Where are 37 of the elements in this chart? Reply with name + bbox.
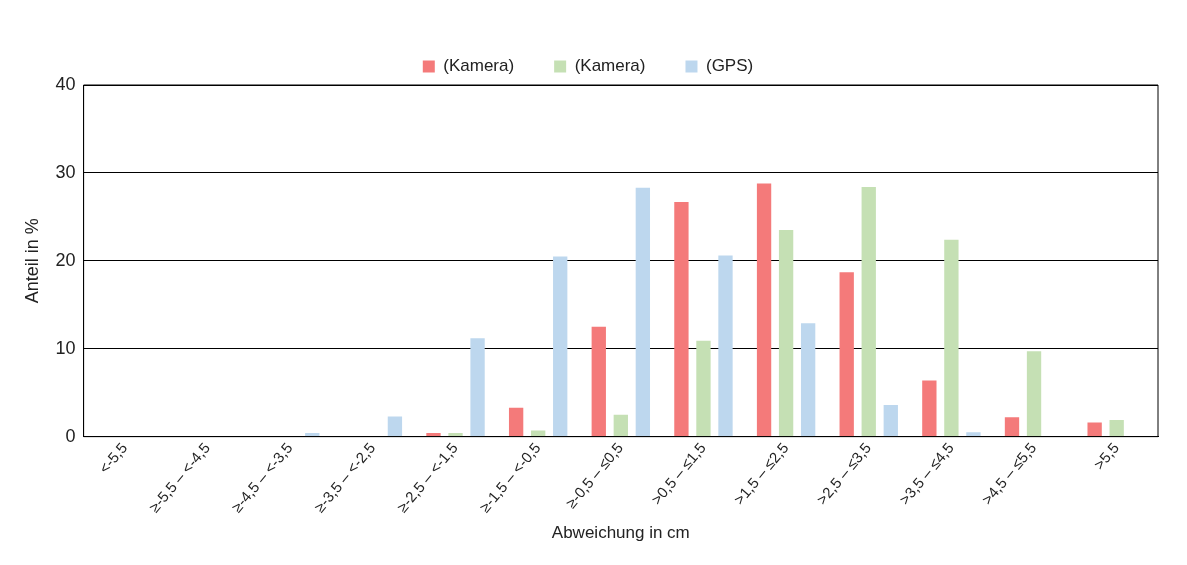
y-tick-label: 20 [55, 249, 76, 270]
bar [922, 380, 937, 437]
bar [1026, 351, 1042, 437]
bar [635, 187, 651, 437]
bar [387, 416, 403, 437]
bar [470, 338, 485, 437]
x-axis-title: Abweichung in cm [551, 523, 690, 543]
y-tick-label: 10 [55, 337, 76, 358]
y-axis-title: Anteil in % [21, 218, 42, 304]
y-tick-label: 30 [55, 161, 76, 182]
bar [756, 183, 772, 437]
bar [944, 239, 959, 437]
bar [883, 404, 898, 437]
bar [966, 432, 981, 437]
bar [305, 433, 320, 437]
bar [591, 326, 606, 437]
bar [553, 256, 568, 437]
bar [531, 430, 546, 437]
bar [426, 433, 441, 437]
bar [1109, 419, 1124, 437]
bar [613, 414, 628, 437]
bar [718, 255, 733, 437]
y-tick-label: 40 [55, 73, 76, 94]
bar [508, 407, 524, 437]
bar [778, 230, 794, 437]
legend-label: (GPS) [705, 56, 754, 76]
bar [800, 323, 816, 437]
legend-label: (Kamera) [443, 56, 515, 76]
legend-label: (Kamera) [574, 56, 646, 76]
bar [1004, 417, 1020, 437]
bar [839, 272, 854, 437]
bar [1087, 422, 1102, 437]
bar [448, 433, 463, 437]
bar [861, 186, 876, 437]
y-tick-label: 0 [65, 425, 76, 446]
bar [674, 201, 689, 437]
bar [696, 340, 711, 437]
